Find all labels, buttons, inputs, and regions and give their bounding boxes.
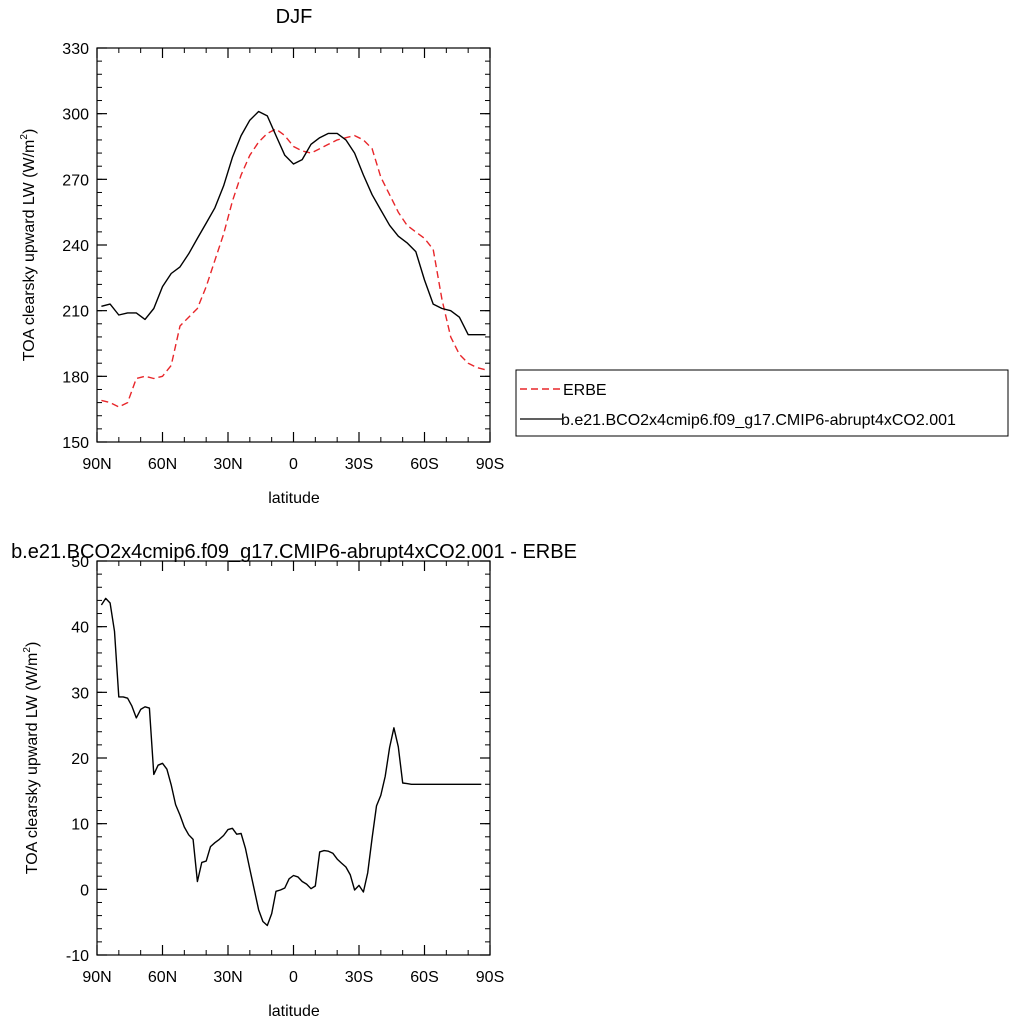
top-y-axis-label: TOA clearsky upward LW (W/m2): [19, 129, 38, 362]
top-series-line-erbe: [101, 128, 486, 408]
bottom-chart-title: b.e21.BCO2x4cmip6.f09_g17.CMIP6-abrupt4x…: [11, 541, 577, 563]
bottom-x-tick-label: 30S: [345, 969, 373, 986]
bottom-y-tick-label: 0: [80, 882, 89, 899]
bottom-series-lines: [100, 597, 482, 927]
top-y-tick-label: 300: [62, 107, 89, 124]
legend-box: [515, 369, 1009, 437]
top-x-tick-label: 90N: [82, 456, 111, 473]
bottom-x-tick-label: 30N: [213, 969, 242, 986]
bottom-x-tick-label: 60N: [148, 969, 177, 986]
bottom-y-tick-label: -10: [66, 948, 89, 965]
bottom-y-axis-label-close: ): [24, 642, 41, 647]
bottom-panel: b.e21.BCO2x4cmip6.f09_g17.CMIP6-abrupt4x…: [11, 541, 577, 1020]
top-x-tick-label: 60S: [410, 456, 438, 473]
bottom-y-tick-label: 10: [71, 817, 89, 834]
top-y-tick-label: 330: [62, 41, 89, 58]
bottom-y-tick-label: 50: [71, 554, 89, 571]
top-x-axis-label: latitude: [268, 490, 320, 507]
top-y-tick-label: 270: [62, 172, 89, 189]
bottom-y-axis-label-main: TOA clearsky upward LW (W/m: [24, 653, 41, 875]
bottom-x-tick-label: 90S: [476, 969, 504, 986]
top-x-tick-label: 90S: [476, 456, 504, 473]
top-y-tick-label: 210: [62, 304, 89, 321]
bottom-x-tick-label: 60S: [410, 969, 438, 986]
legend: ERBE b.e21.BCO2x4cmip6.f09_g17.CMIP6-abr…: [515, 369, 1009, 437]
bottom-series-line-difference: [100, 597, 482, 927]
bottom-x-tick-label: 0: [289, 969, 298, 986]
top-y-tick-label: 240: [62, 238, 89, 255]
bottom-y-tick-label: 40: [71, 620, 89, 637]
bottom-x-tick-label: 90N: [82, 969, 111, 986]
top-y-axis-label-close: ): [21, 129, 38, 134]
top-x-tick-label: 30N: [213, 456, 242, 473]
bottom-axes: 90N 60N 30N 0 30S 60S 90S -10 0 10 20 30 40 50: [66, 554, 504, 986]
top-y-tick-label: 150: [62, 435, 89, 452]
bottom-y-axis-label: TOA clearsky upward LW (W/m2): [22, 642, 41, 875]
bottom-y-tick-label: 20: [71, 751, 89, 768]
top-axes: 90N 60N 30N 0 30S 60S 90S 150 180 210 240 270 300 330: [62, 41, 504, 473]
top-y-axis-label-sup: 2: [19, 134, 30, 140]
top-x-tick-label: 0: [289, 456, 298, 473]
top-panel: DJF 90N 60N 30N 0 30S 60S 90S 150 180 210 240 270 30…: [19, 6, 504, 507]
bottom-plot-frame: [96, 560, 491, 956]
top-series-line-model: [101, 110, 486, 336]
top-x-tick-label: 60N: [148, 456, 177, 473]
bottom-y-axis-label-sup: 2: [22, 647, 33, 653]
top-y-axis-label-main: TOA clearsky upward LW (W/m: [21, 140, 38, 362]
top-series-lines: [101, 110, 486, 408]
top-y-tick-label: 180: [62, 369, 89, 386]
bottom-x-axis-label: latitude: [268, 1003, 320, 1020]
legend-erbe-label: ERBE: [563, 382, 607, 399]
legend-model-label: b.e21.BCO2x4cmip6.f09_g17.CMIP6-abrupt4x…: [561, 412, 956, 429]
bottom-y-tick-label: 30: [71, 685, 89, 702]
top-chart-title: DJF: [276, 6, 313, 28]
top-x-tick-label: 30S: [345, 456, 373, 473]
top-plot-frame: [96, 47, 491, 443]
